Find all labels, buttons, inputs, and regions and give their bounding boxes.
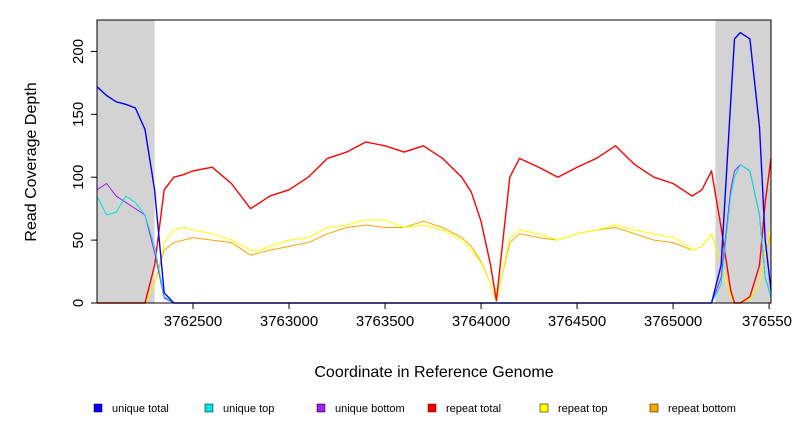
legend-label: repeat bottom xyxy=(668,403,736,415)
legend-swatch xyxy=(539,403,549,413)
y-tick-label: 0 xyxy=(70,299,87,307)
series-lines xyxy=(96,31,772,304)
legend-swatch xyxy=(204,403,214,413)
x-axis: 3762500 3763000 3763500 3764000 3764500 37650… xyxy=(164,302,792,330)
series-line-unique-total xyxy=(96,31,772,304)
x-tick-label: 3763500 xyxy=(356,313,414,330)
legend-swatch xyxy=(93,403,103,413)
y-axis: 0 50 100 150 200 xyxy=(70,39,98,307)
legend-item-repeat-top: repeat top xyxy=(539,403,608,415)
legend-swatch xyxy=(316,403,326,413)
y-axis-title: Read Coverage Depth xyxy=(23,82,40,241)
series-line-repeat-top xyxy=(97,219,772,304)
legend: unique total unique top unique bottom repea… xyxy=(93,403,736,415)
legend-swatch xyxy=(649,403,659,413)
series-line-repeat-total xyxy=(97,141,772,304)
shaded-regions xyxy=(97,20,771,303)
legend-swatch xyxy=(427,403,437,413)
legend-item-unique-total: unique total xyxy=(93,403,169,415)
x-tick-label: 3764500 xyxy=(548,313,606,330)
legend-label: repeat total xyxy=(446,403,501,415)
plot-frame xyxy=(96,19,772,304)
legend-item-unique-top: unique top xyxy=(204,403,274,415)
x-tick-label: 3763000 xyxy=(260,313,318,330)
legend-label: unique bottom xyxy=(335,403,405,415)
y-tick-label: 100 xyxy=(70,165,87,190)
legend-label: unique total xyxy=(112,403,169,415)
x-tick-label: 3765000 xyxy=(644,313,702,330)
legend-label: unique top xyxy=(223,403,274,415)
y-tick-label: 50 xyxy=(70,232,87,249)
y-tick-label: 150 xyxy=(70,102,87,127)
x-tick-label: 3764000 xyxy=(452,313,510,330)
series-line-repeat-bottom xyxy=(97,220,772,304)
legend-label: repeat top xyxy=(558,403,608,415)
legend-item-repeat-bottom: repeat bottom xyxy=(649,403,736,415)
y-tick-label: 200 xyxy=(70,39,87,64)
legend-item-unique-bottom: unique bottom xyxy=(316,403,405,415)
legend-item-repeat-total: repeat total xyxy=(427,403,501,415)
x-tick-label: 3762500 xyxy=(164,313,222,330)
x-tick-label: 376550 xyxy=(742,313,792,330)
x-axis-title: Coordinate in Reference Genome xyxy=(314,364,553,381)
series-line-unique-top xyxy=(96,164,772,304)
series-line-unique-bottom xyxy=(96,164,772,304)
shaded-region-1 xyxy=(97,20,155,303)
